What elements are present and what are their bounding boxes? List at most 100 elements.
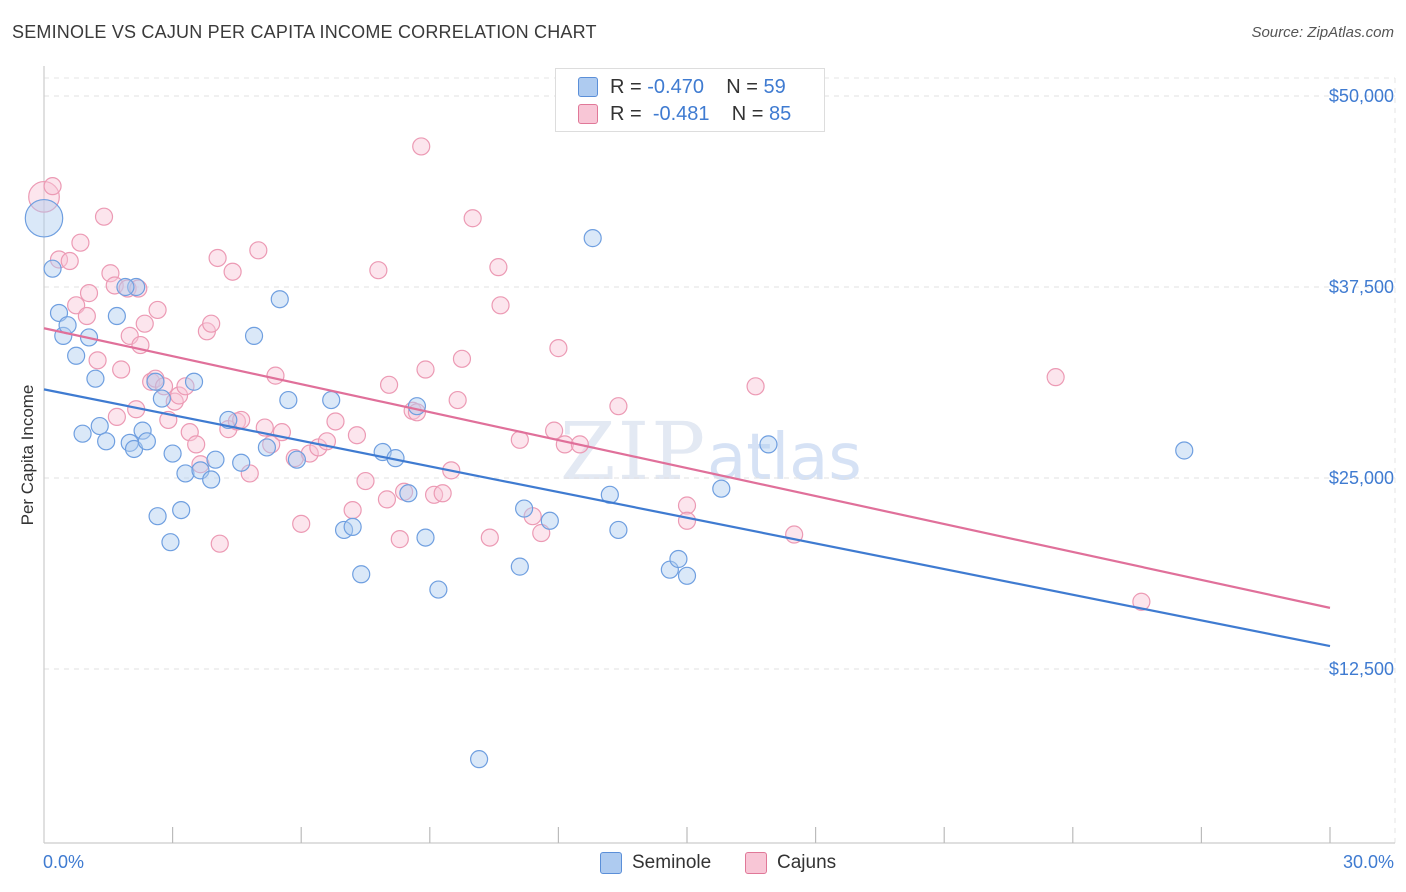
y-tick-label: $37,500 [1328, 277, 1394, 297]
cajuns-point [491, 296, 510, 315]
seminole-point [244, 326, 264, 345]
legend-n-label: N = [726, 75, 758, 98]
cajuns-point [448, 390, 467, 410]
chart-title: SEMINOLE VS CAJUN PER CAPITA INCOME CORR… [12, 22, 597, 42]
cajuns-point [343, 500, 362, 520]
seminole-point [583, 229, 602, 248]
seminole-point [161, 533, 180, 552]
seminole-point [257, 438, 277, 457]
seminole-point [322, 390, 341, 410]
seminole-point [343, 517, 362, 536]
cajuns-point [463, 209, 482, 228]
seminole-point [352, 565, 371, 584]
seminole-point [1175, 441, 1194, 460]
bottom-legend-swatch-seminole [600, 852, 622, 874]
cajuns-point [60, 251, 79, 271]
seminole-point [609, 520, 628, 540]
cajuns-point [208, 248, 227, 268]
seminole-point [407, 397, 427, 416]
seminole-point [163, 444, 182, 463]
seminole-point [677, 566, 697, 585]
seminole-point [232, 453, 251, 472]
legend: R = -0.470 N = 59 R = -0.481 N = 85 [555, 68, 825, 132]
cajuns-point [369, 261, 388, 280]
series-seminole [24, 198, 1194, 769]
seminole-point [152, 389, 171, 408]
cajuns-point [67, 296, 86, 315]
cajuns-point [94, 207, 114, 226]
seminole-point [510, 557, 529, 576]
seminole-trend-line [43, 388, 1331, 648]
cajuns-point [176, 377, 195, 396]
bottom-legend: Seminole Cajuns [0, 852, 1406, 878]
trend-lines [43, 327, 1331, 648]
seminole-point [86, 369, 105, 388]
axes [43, 66, 1395, 844]
cajuns-point [1132, 592, 1151, 611]
cajuns-trend-line [43, 327, 1331, 609]
legend-n-label: N = [731, 102, 764, 125]
legend-r-label: R = [610, 102, 642, 125]
cajuns-point [135, 314, 154, 333]
seminole-point [67, 346, 86, 365]
bottom-legend-swatch-cajuns [745, 852, 767, 874]
seminole-point [127, 277, 146, 297]
cajuns-point [88, 351, 107, 370]
seminole-point [146, 372, 165, 391]
cajuns-point [480, 528, 499, 547]
cajuns-point [390, 530, 409, 549]
bottom-legend-cajuns: Cajuns [745, 852, 836, 874]
seminole-point [287, 450, 307, 469]
seminole-point [712, 479, 731, 498]
seminole-point [219, 410, 238, 430]
cajuns-point [79, 284, 99, 303]
cajuns-point [677, 511, 697, 530]
seminole-point [116, 277, 135, 297]
cajuns-point [187, 435, 206, 454]
cajuns-point [148, 300, 167, 320]
cajuns-point [377, 490, 397, 509]
legend-r-label: R = [610, 75, 642, 98]
cajuns-point [549, 339, 568, 358]
y-tick-label: $50,000 [1328, 86, 1394, 106]
cajuns-point [746, 377, 765, 396]
cajuns-point [169, 386, 189, 405]
x-axis-min-label: 0.0% [43, 852, 85, 872]
cajuns-point [249, 241, 268, 260]
cajuns-point [292, 514, 311, 533]
bottom-legend-label: Cajuns [777, 852, 837, 873]
y-tick-label: $12,500 [1328, 659, 1394, 679]
seminole-point [270, 290, 289, 309]
seminole-point [97, 432, 116, 451]
legend-n-value: 85 [769, 102, 792, 125]
seminole-point [176, 464, 195, 483]
watermark-light: atlas [707, 421, 862, 495]
cajuns-point [452, 349, 472, 368]
cajuns-point [77, 306, 96, 326]
seminole-point [469, 750, 489, 769]
seminole-point [279, 390, 298, 410]
source-label: Source: ZipAtlas.com [1251, 24, 1394, 41]
y-axis-label: Per Capita Income [18, 384, 37, 526]
legend-swatch-seminole [578, 77, 598, 97]
cajuns-point [210, 534, 229, 553]
seminole-point [133, 421, 152, 440]
cajuns-point [416, 360, 435, 379]
seminole-point [759, 435, 778, 454]
cajuns-point [43, 177, 62, 196]
seminole-point [24, 198, 64, 238]
seminole-point [148, 507, 167, 526]
cajuns-point [609, 397, 628, 416]
seminole-point [184, 372, 204, 391]
seminole-point [43, 259, 62, 278]
seminole-point [416, 528, 435, 547]
cajuns-point [71, 233, 90, 252]
seminole-point [515, 499, 534, 518]
x-axis-max-label: 30.0% [1342, 852, 1394, 872]
bottom-legend-label: Seminole [632, 852, 712, 873]
cajuns-point [489, 258, 508, 277]
cajuns-point [326, 412, 345, 431]
cajuns-point [545, 421, 564, 440]
seminole-point [202, 470, 221, 489]
